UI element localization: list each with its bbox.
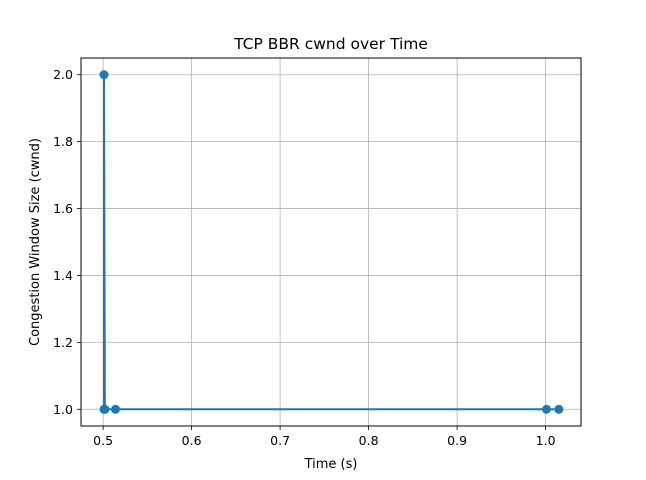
y-tick-label: 1.8	[53, 134, 73, 149]
y-axis-label: Congestion Window Size (cwnd)	[28, 138, 43, 346]
y-tick-label: 1.4	[53, 268, 73, 283]
x-tick-label: 1.0	[536, 433, 556, 448]
ticks: 0.5 0.6 0.7 0.8 0.9 1.0 1.0 1.2 1.4 1.6 1.8 2.0	[53, 67, 555, 448]
plot-area	[99, 70, 564, 414]
y-tick-label: 1.0	[53, 402, 73, 417]
y-tick-label: 2.0	[53, 67, 73, 82]
data-point	[554, 404, 564, 414]
data-point	[541, 404, 551, 414]
x-tick-label: 0.7	[270, 433, 290, 448]
data-point	[100, 404, 110, 414]
x-tick-label: 0.9	[447, 433, 467, 448]
y-tick-label: 1.2	[53, 335, 73, 350]
x-tick-label: 0.6	[182, 433, 202, 448]
x-tick-label: 0.5	[93, 433, 113, 448]
data-point	[99, 70, 109, 80]
x-tick-label: 0.8	[359, 433, 379, 448]
y-tick-label: 1.6	[53, 201, 73, 216]
data-point	[111, 404, 121, 414]
axes-frame	[80, 57, 582, 427]
chart-title: TCP BBR cwnd over Time	[233, 35, 428, 53]
x-axis-label: Time (s)	[304, 457, 358, 472]
grid	[81, 58, 581, 426]
series-line	[103, 73, 559, 411]
